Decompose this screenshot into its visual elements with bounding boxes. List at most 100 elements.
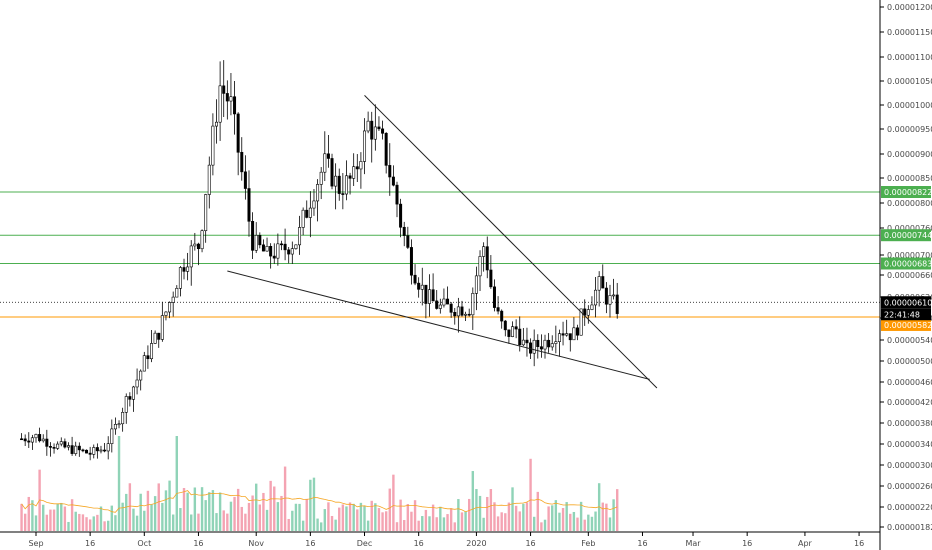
candle-body (373, 126, 377, 140)
volume-bar (247, 502, 251, 531)
candle (590, 296, 594, 311)
volume-bar (421, 516, 424, 531)
volume-bar (482, 517, 485, 531)
candle (330, 153, 334, 190)
price-tick-label: 0.00000800 (887, 199, 932, 208)
candle (88, 446, 92, 461)
volume-bar (576, 517, 579, 531)
volume-bar (287, 518, 290, 531)
candle-body (56, 443, 60, 449)
volume-bar (554, 500, 558, 531)
candle (579, 308, 583, 336)
candle (265, 237, 269, 252)
level-price-badge-text: 0.00000822 (884, 188, 932, 197)
candle (85, 449, 89, 454)
candle-body (146, 355, 150, 360)
candle-body (478, 256, 482, 277)
candle-body (150, 343, 154, 360)
candle-body (529, 342, 533, 354)
candle (539, 334, 543, 358)
candle (20, 433, 24, 441)
candle-body (240, 151, 244, 173)
candle (427, 274, 431, 317)
time-axis[interactable]: Sep 16 Oct 16 Nov 16 Dec 16 2020 16 Feb 16 Mar 16 Apr 1… (28, 532, 864, 548)
volume-bar (276, 502, 280, 531)
candle (594, 276, 598, 318)
candle (164, 311, 168, 321)
price-tick-label: 0.00000760 (887, 224, 932, 233)
volume-bar (229, 501, 233, 531)
price-tick-label: 0.00000260 (887, 482, 932, 491)
volume-bar (42, 504, 45, 531)
candle-body (348, 175, 352, 179)
candle (27, 432, 31, 449)
price-badges: 0.00000822 0.00000744 0.00000683 0.00000582… (881, 186, 932, 331)
volume-bar (579, 501, 583, 531)
candle-body (330, 158, 334, 187)
candle (222, 60, 226, 118)
candle-body (395, 184, 399, 205)
volume-bar (439, 506, 442, 531)
candle-body (561, 333, 565, 336)
time-tick-label: Sep (28, 539, 43, 548)
candle-body (456, 306, 460, 317)
candle-body (103, 449, 107, 452)
candle (168, 301, 172, 319)
candle-body (218, 85, 222, 123)
volume-bar (601, 502, 604, 531)
candle (438, 298, 442, 314)
volume-bar (569, 513, 572, 531)
volume-bar (471, 471, 475, 531)
candle (507, 329, 511, 344)
volume-bar (388, 488, 391, 531)
volume-bar (265, 509, 269, 531)
candle-body (66, 445, 70, 448)
candle (496, 296, 500, 315)
candle (568, 333, 572, 352)
level-price-badge-box (881, 229, 931, 242)
candle (406, 226, 410, 250)
volume-bar (514, 505, 518, 531)
candle-body (171, 296, 175, 303)
candle-body (20, 438, 24, 441)
volume-bar (486, 496, 489, 531)
candle-body (352, 166, 356, 179)
volume-bar (522, 503, 525, 531)
candle-body (391, 176, 395, 186)
volume-bar (132, 508, 135, 531)
candle-body (341, 193, 345, 195)
candle (182, 258, 186, 280)
price-tick-label: 0.00000700 (887, 251, 932, 260)
candle (424, 284, 428, 319)
candle-body (135, 379, 139, 388)
candle-body (435, 300, 439, 309)
volume-bar (161, 502, 164, 531)
candle-body (113, 424, 117, 430)
candle (485, 236, 489, 279)
candle-body (413, 274, 417, 284)
candle (532, 329, 536, 367)
candle-body (243, 171, 247, 189)
volume-bar (60, 502, 63, 531)
candle-body (157, 332, 161, 340)
candle-body (344, 175, 348, 195)
candle (178, 265, 182, 297)
time-tick-label: 16 (85, 539, 95, 548)
candle (287, 246, 291, 264)
candle-body (554, 341, 558, 344)
price-tick-label: 0.00000380 (887, 419, 932, 428)
time-tick-label: Apr (798, 539, 813, 548)
candle-body (474, 275, 478, 294)
candle (435, 290, 439, 310)
volume-bar (164, 490, 168, 531)
candle-body (128, 396, 132, 400)
candle (402, 221, 406, 247)
candle-body (160, 315, 164, 340)
candle-body (608, 295, 612, 305)
volume-bar (186, 492, 189, 531)
candle-body (420, 284, 424, 290)
volume-bar (92, 516, 95, 531)
candle-body (215, 121, 219, 127)
